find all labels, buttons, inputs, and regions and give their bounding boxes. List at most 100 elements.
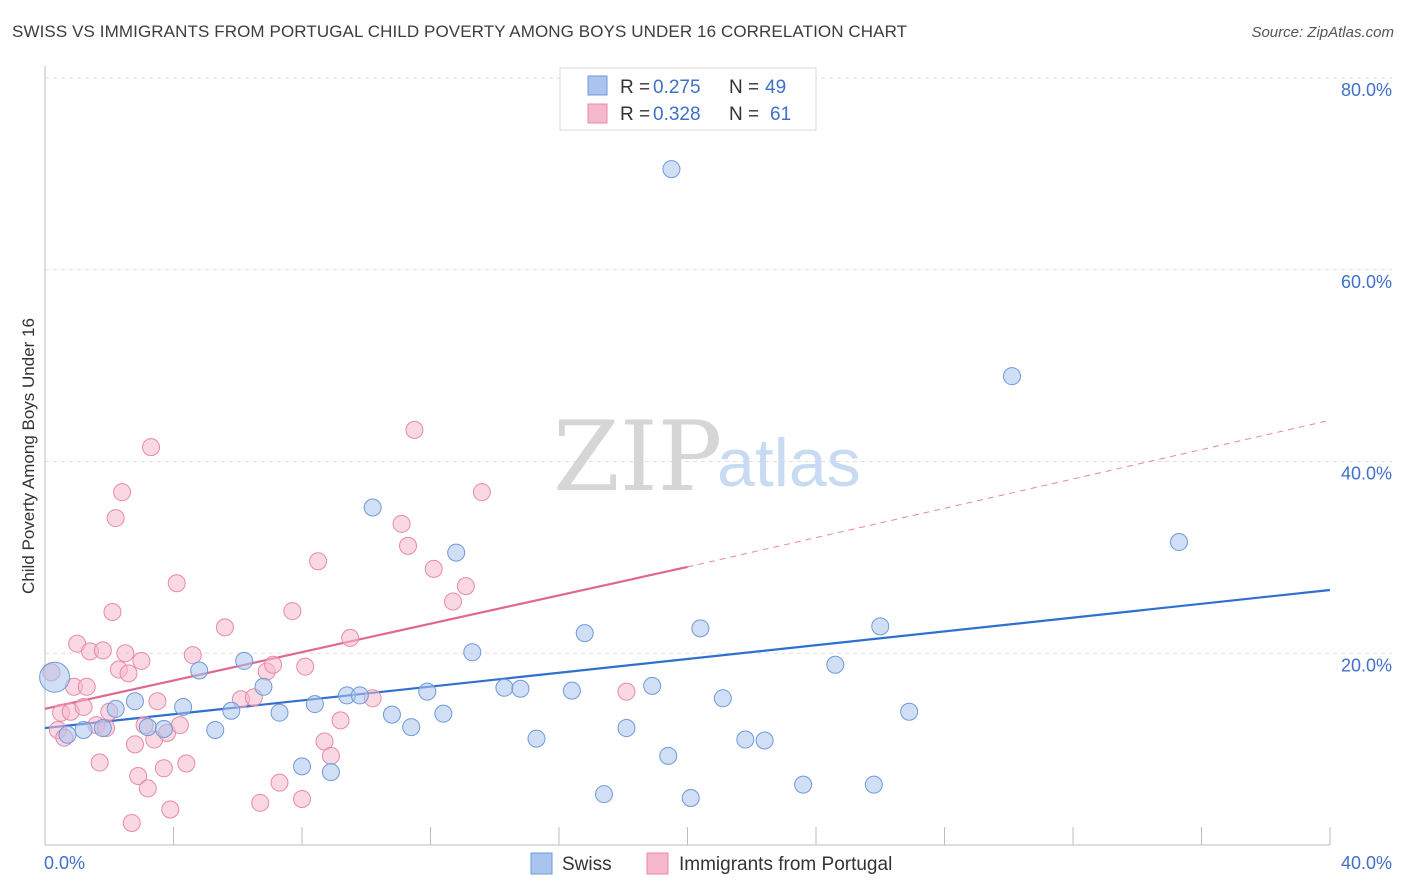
- legend-n-label-swiss: N =: [729, 77, 759, 98]
- legend-n-value-portugal: 61: [770, 104, 791, 125]
- portugal-point-8: [77, 677, 96, 696]
- portugal-point-7: [74, 697, 93, 716]
- portugal-point-26: [142, 438, 161, 457]
- swiss-point-11: [222, 701, 241, 720]
- legend-n-label-portugal: N =: [729, 104, 759, 125]
- x-tick-label-max: 40.0%: [1341, 853, 1392, 873]
- swiss-point-36: [662, 160, 681, 179]
- portugal-point-60: [122, 813, 141, 832]
- portugal-point-46: [309, 552, 328, 571]
- y-tick-label-2: 60.0%: [1341, 272, 1392, 292]
- swiss-point-10: [206, 720, 225, 739]
- swiss-point-8: [174, 697, 193, 716]
- swiss-point-42: [794, 775, 813, 794]
- portugal-point-25: [138, 779, 157, 798]
- portugal-point-12: [93, 641, 112, 660]
- portugal-point-22: [129, 766, 148, 785]
- swiss-point-47: [1002, 367, 1021, 386]
- data-points: [39, 160, 1189, 832]
- portugal-point-34: [177, 754, 196, 773]
- x-tick-label-min: 0.0%: [44, 853, 85, 873]
- portugal-point-19: [116, 644, 135, 663]
- portugal-point-55: [443, 592, 462, 611]
- portugal-point-18: [113, 483, 132, 502]
- portugal-point-56: [456, 577, 475, 596]
- axes: [44, 66, 1331, 846]
- swiss-point-17: [321, 763, 340, 782]
- y-tick-label-3: 80.0%: [1341, 80, 1392, 100]
- legend-r-label-portugal: R =: [620, 104, 650, 125]
- swiss-point-7: [154, 719, 173, 738]
- legend-label-portugal: Immigrants from Portugal: [679, 854, 892, 875]
- swiss-point-40: [736, 730, 755, 749]
- portugal-point-41: [264, 655, 283, 674]
- swiss-point-32: [594, 785, 613, 804]
- y-tick-label-1: 40.0%: [1341, 464, 1392, 484]
- swiss-point-31: [575, 624, 594, 643]
- portugal-point-35: [183, 646, 202, 665]
- watermark-zip: ZIP: [553, 401, 722, 513]
- portugal-point-54: [424, 559, 443, 578]
- swiss-point-37: [691, 619, 710, 638]
- portugal-point-52: [392, 514, 411, 533]
- swiss-point-30: [562, 681, 581, 700]
- gridlines: [45, 77, 1392, 654]
- portugal-point-49: [331, 711, 350, 730]
- swiss-point-23: [418, 682, 437, 701]
- swiss-point-35: [659, 746, 678, 765]
- portugal-point-50: [341, 628, 360, 647]
- portugal-point-11: [90, 753, 109, 772]
- portugal-point-33: [170, 716, 189, 735]
- swiss-point-3: [93, 719, 112, 738]
- legend-swatch-swiss: [587, 75, 608, 96]
- series-legend: Swiss Immigrants from Portugal: [530, 852, 892, 875]
- portugal-point-43: [283, 602, 302, 621]
- swiss-point-16: [305, 695, 324, 714]
- portugal-point-28: [148, 692, 167, 711]
- legend-swatch-portugal-bottom: [646, 852, 669, 875]
- portugal-point-32: [167, 574, 186, 593]
- legend-r-label-swiss: R =: [620, 77, 650, 98]
- watermark: ZIP atlas: [553, 401, 861, 513]
- swiss-point-19: [350, 686, 369, 705]
- portugal-point-57: [472, 483, 491, 502]
- swiss-point-44: [864, 775, 883, 794]
- swiss-point-2: [74, 720, 93, 739]
- swiss-point-24: [434, 704, 453, 723]
- portugal-point-36: [215, 618, 234, 637]
- legend-swatch-portugal: [587, 103, 608, 124]
- portugal-point-39: [251, 793, 270, 812]
- swiss-point-5: [125, 692, 144, 711]
- swiss-point-29: [527, 729, 546, 748]
- stats-legend: R = 0.275 N = 49 R = 0.328 N = 61: [559, 67, 817, 131]
- portugal-point-48: [321, 746, 340, 765]
- swiss-point-45: [871, 617, 890, 636]
- portugal-point-21: [125, 735, 144, 754]
- swiss-point-39: [713, 689, 732, 708]
- swiss-trend-line: [44, 588, 1331, 730]
- y-tick-label-0: 20.0%: [1341, 655, 1392, 675]
- portugal-point-31: [161, 800, 180, 819]
- swiss-point-14: [270, 703, 289, 722]
- portugal-point-53: [399, 536, 418, 555]
- swiss-point-43: [826, 655, 845, 674]
- portugal-point-20: [119, 664, 138, 683]
- portugal-point-44: [293, 789, 311, 808]
- portugal-point-59: [617, 682, 636, 701]
- legend-n-value-swiss: 49: [765, 77, 786, 98]
- legend-label-swiss: Swiss: [562, 854, 612, 875]
- legend-swatch-swiss-bottom: [530, 852, 553, 875]
- trend-lines: [44, 419, 1331, 730]
- swiss-point-6: [138, 718, 157, 737]
- watermark-atlas: atlas: [717, 425, 861, 501]
- portugal-point-15: [103, 603, 122, 622]
- swiss-point-41: [755, 731, 774, 750]
- y-tick-labels: 20.0% 40.0% 60.0% 80.0%: [1341, 80, 1392, 675]
- portugal-trend-line: [44, 565, 688, 710]
- swiss-point-48: [1170, 533, 1189, 552]
- legend-r-value-swiss: 0.275: [653, 77, 701, 98]
- portugal-point-29: [154, 759, 173, 778]
- chart-title: SWISS VS IMMIGRANTS FROM PORTUGAL CHILD …: [12, 22, 908, 41]
- portugal-point-16: [106, 509, 125, 528]
